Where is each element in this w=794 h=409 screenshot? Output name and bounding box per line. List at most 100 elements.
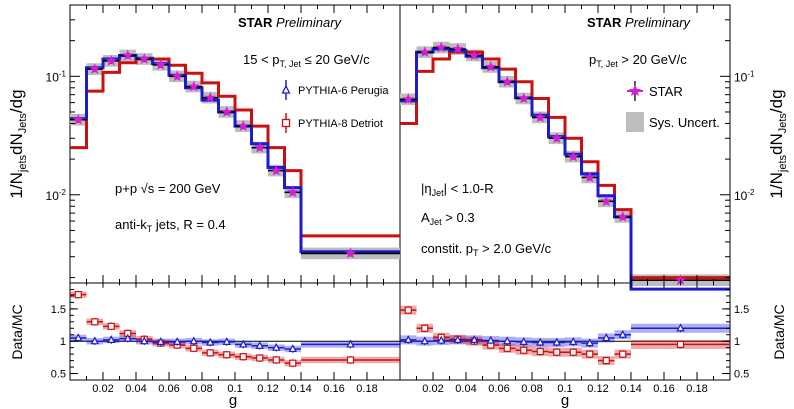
right-ratio-pythia8-point bbox=[520, 346, 528, 354]
x-axis-label-left: g bbox=[229, 392, 237, 409]
right-star-point bbox=[468, 49, 480, 61]
left-star-point bbox=[254, 141, 266, 153]
y-tick-label-ratio-left: 1 bbox=[60, 336, 66, 348]
legend-left: PYTHIA-6 Perugia PYTHIA-8 Detriot bbox=[281, 80, 389, 133]
left-star-point bbox=[171, 70, 183, 82]
left-ratio-pythia8-point bbox=[272, 356, 280, 364]
right-ratio-pythia6-point bbox=[470, 335, 479, 344]
left-star-point bbox=[89, 63, 101, 74]
right-x-tick-label: 0.18 bbox=[686, 383, 707, 395]
legend-pythia6-label: PYTHIA-6 Perugia bbox=[298, 85, 389, 97]
left-ratio-pythia6-point bbox=[156, 337, 165, 345]
left-main-frame bbox=[69, 4, 401, 284]
left-star-point bbox=[122, 49, 134, 61]
y-axis-label-main-right: 1/NjetsdNJets/dg bbox=[767, 89, 789, 198]
left-ratio-pythia8-point bbox=[91, 318, 99, 326]
right-header: STAR Preliminary bbox=[587, 15, 692, 30]
left-star-point bbox=[204, 91, 216, 103]
right-ratio-pythia8-point bbox=[619, 350, 627, 358]
right-ratio-pythia6-point bbox=[519, 337, 528, 345]
right-star-point bbox=[452, 43, 464, 54]
left-collision-label: p+p √s = 200 GeV bbox=[115, 181, 221, 196]
left-ratio-pythia8-point bbox=[190, 344, 198, 352]
y-tick-label-main-right: 10-1 bbox=[734, 69, 755, 84]
x-axis-label-right: g bbox=[561, 392, 569, 409]
left-x-tick-label: 0.14 bbox=[290, 383, 311, 395]
legend-sys-marker bbox=[626, 112, 644, 132]
left-ratio-pythia6-point bbox=[173, 337, 182, 345]
left-star-point bbox=[287, 186, 299, 198]
left-x-tick-label: 0.16 bbox=[323, 383, 344, 395]
y-axis-label-ratio-left: Data/MC bbox=[9, 304, 25, 359]
y-tick-label-ratio-right: 1 bbox=[734, 336, 740, 348]
right-ratio-pythia8-point bbox=[536, 347, 544, 356]
left-ratio-pythia6-point bbox=[206, 337, 215, 346]
right-x-tick-label: 0.08 bbox=[521, 383, 542, 395]
right-ratio-pythia8-point bbox=[421, 324, 429, 332]
legend-star-label: STAR bbox=[649, 84, 683, 99]
left-ratio-pythia6-point bbox=[288, 344, 297, 353]
right-ratio-pythia8-point bbox=[404, 306, 412, 314]
right-x-tick-label: 0.06 bbox=[488, 383, 509, 395]
right-ratio-pythia6-point bbox=[503, 336, 512, 345]
right-ratio-pythia6-point bbox=[536, 337, 545, 346]
right-ratio-pythia6-point bbox=[453, 335, 462, 344]
left-star-point bbox=[138, 53, 150, 64]
left-ratio-pythia6-point bbox=[140, 336, 149, 345]
left-ratio-pythia6-point bbox=[239, 339, 248, 348]
left-pt-label: 15 < pT, Jet ≤ 20 GeV/c bbox=[243, 52, 370, 69]
left-x-tick-label: 0.18 bbox=[356, 383, 377, 395]
left-algo-label: anti-kT jets, R = 0.4 bbox=[115, 217, 226, 234]
y-tick-label-ratio-right: 1.5 bbox=[734, 304, 749, 316]
y-axis-label-main-left: 1/NjetsdNJets/dg bbox=[7, 89, 29, 198]
right-ratio-pythia8-point bbox=[503, 344, 511, 352]
left-x-tick-label: 0.02 bbox=[92, 383, 113, 395]
left-star-point bbox=[221, 106, 233, 117]
legend-sys-label: Sys. Uncert. bbox=[649, 115, 720, 130]
right-ratio-pythia6-point bbox=[552, 337, 561, 346]
left-ratio-pythia8-point bbox=[289, 359, 297, 367]
right-star-point bbox=[551, 132, 563, 144]
left-ratio-pythia6-point bbox=[222, 337, 231, 345]
right-star-point bbox=[501, 75, 513, 87]
left-ratio-pythia8-point bbox=[206, 349, 214, 357]
right-pt-label: pT, Jet > 20 GeV/c bbox=[589, 52, 687, 69]
right-ratio-pythia6-point bbox=[437, 335, 446, 344]
left-ratio-pythia8-point bbox=[223, 351, 231, 359]
left-ratio-pythia6-point bbox=[90, 336, 99, 345]
left-ratio-pythia6-point bbox=[255, 340, 264, 349]
y-tick-label-main-right: 10-2 bbox=[734, 188, 755, 203]
right-ratio-pythia8-point bbox=[676, 340, 685, 349]
legend-right: STAR Sys. Uncert. bbox=[626, 81, 720, 132]
y-tick-label-ratio-left: 1.5 bbox=[51, 304, 66, 316]
y-tick-label-ratio-right: 0.5 bbox=[734, 369, 749, 381]
right-ratio-pythia6-point bbox=[618, 329, 627, 338]
right-x-tick-label: 0.12 bbox=[587, 383, 608, 395]
left-x-tick-label: 0.04 bbox=[125, 383, 146, 395]
right-pythia8-histogram bbox=[400, 50, 730, 280]
right-ratio-pythia6-point bbox=[602, 333, 611, 342]
left-star-point bbox=[344, 247, 357, 259]
left-ratio-pythia6-point bbox=[107, 335, 116, 344]
legend-pythia8-marker bbox=[281, 113, 291, 133]
legend-pythia8-label: PYTHIA-8 Detriot bbox=[298, 118, 383, 130]
right-ratio-pythia6-point bbox=[420, 336, 429, 345]
left-ratio-pythia8-point bbox=[346, 356, 355, 364]
left-star-point bbox=[105, 54, 117, 66]
y-axis-label-ratio-right: Data/MC bbox=[771, 304, 787, 359]
right-ratio-pythia8-point bbox=[586, 350, 594, 358]
right-star-point bbox=[419, 46, 431, 57]
left-ratio-pythia6-point bbox=[123, 333, 132, 342]
right-star-point bbox=[435, 41, 447, 53]
left-ratio-pythia8-point bbox=[256, 354, 264, 362]
right-ratio-pythia8-point bbox=[602, 357, 610, 365]
left-ratio-pythia8-point bbox=[107, 322, 115, 330]
right-star-point bbox=[584, 171, 596, 183]
left-star-point bbox=[237, 120, 249, 131]
left-star-point bbox=[72, 113, 84, 125]
left-pythia8-histogram bbox=[70, 57, 400, 238]
left-ratio-pythia6-point bbox=[189, 336, 198, 345]
plot-layer bbox=[70, 41, 730, 368]
left-star-point bbox=[270, 164, 282, 176]
